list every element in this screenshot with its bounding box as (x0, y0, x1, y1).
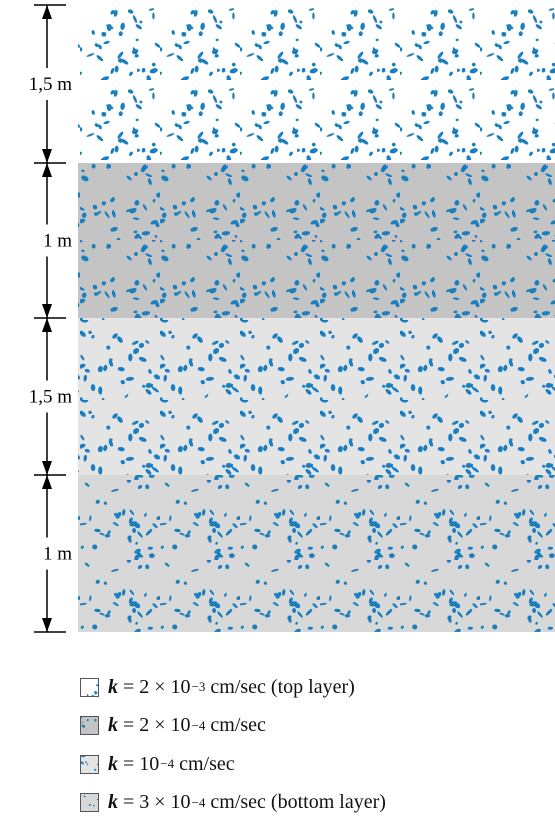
legend-expression: = 2 × 10 (123, 675, 191, 698)
thickness-label: 1,5 m (29, 387, 73, 408)
dimension-lines (34, 4, 66, 633)
legend-item: k = 2 × 10 −3 cm/sec (top layer) (80, 668, 386, 707)
soil-profile: 1,5 m 1 m 1,5 m 1 m (0, 0, 555, 633)
arrow-head (42, 5, 52, 19)
arrow-head (42, 461, 52, 475)
arrow-head (42, 304, 52, 318)
legend-swatch (80, 793, 99, 813)
legend-item: k = 10 −4 cm/sec (80, 745, 386, 784)
legend-variable: k (108, 675, 118, 698)
legend-suffix: cm/sec (210, 714, 266, 737)
arrow-head (42, 149, 52, 163)
legend-variable: k (108, 714, 118, 737)
thickness-label: 1 m (43, 544, 72, 565)
legend-swatch (80, 677, 99, 697)
arrow-head (42, 163, 52, 177)
legend-suffix: cm/sec (bottom layer) (210, 791, 386, 814)
legend-item: k = 2 × 10 −4 cm/sec (80, 707, 386, 746)
legend-exponent: −4 (191, 794, 206, 810)
label-bg (0, 72, 76, 96)
legend-exponent: −4 (160, 756, 175, 772)
layer-1 (78, 0, 555, 163)
legend-exponent: −4 (191, 717, 206, 733)
layer-3 (78, 318, 555, 475)
legend: k = 2 × 10 −3 cm/sec (top layer) k = 2 × 10 −4… (80, 668, 386, 822)
legend-expression: = 3 × 10 (123, 791, 191, 814)
label-bg (0, 228, 76, 253)
layer-4 (78, 475, 555, 632)
arrow-head (42, 475, 52, 489)
legend-exponent: −3 (191, 679, 206, 695)
legend-variable: k (108, 791, 118, 814)
legend-swatch (80, 754, 99, 774)
label-bg (0, 384, 76, 409)
label-bg (0, 541, 76, 566)
layer-2 (78, 163, 555, 318)
legend-item: k = 3 × 10 −4 cm/sec (bottom layer) (80, 784, 386, 823)
legend-suffix: cm/sec (top layer) (210, 675, 355, 698)
legend-variable: k (108, 752, 118, 775)
arrow-head (42, 318, 52, 332)
legend-expression: = 2 × 10 (123, 714, 191, 737)
legend-suffix: cm/sec (179, 752, 235, 775)
legend-expression: = 10 (123, 752, 160, 775)
thickness-label: 1,5 m (29, 74, 73, 95)
arrow-head (42, 618, 52, 632)
thickness-label: 1 m (43, 231, 72, 252)
legend-swatch (80, 716, 99, 736)
